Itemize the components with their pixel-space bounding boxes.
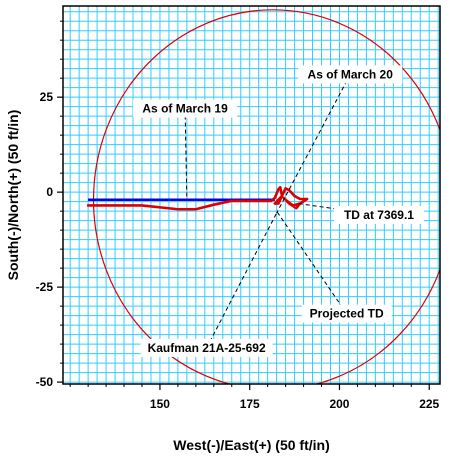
x-tick-label: 150 xyxy=(150,397,170,411)
annotation-label-bg xyxy=(298,65,403,84)
annotation-leader xyxy=(184,108,188,200)
annotation-leader xyxy=(206,212,278,349)
annotation-label-bg xyxy=(140,338,273,357)
annotation-label-bg xyxy=(301,304,392,323)
annotation-label-bg xyxy=(133,99,238,118)
annotation-leader xyxy=(276,74,351,214)
plot-background xyxy=(63,6,440,384)
y-tick-label: -50 xyxy=(36,375,54,389)
actual-path-line xyxy=(86,185,309,211)
x-tick-label: 225 xyxy=(419,397,439,411)
y-axis-ticks: 25 0 -25 -50 xyxy=(36,20,63,389)
plot-frame xyxy=(62,5,441,385)
series-group xyxy=(86,185,309,211)
annotations-group: As of March 19 As of March 20 TD at 7369.1… xyxy=(133,65,424,357)
annotation-label: As of March 20 xyxy=(308,67,394,81)
plot-area: As of March 19 As of March 20 TD at 7369.1… xyxy=(62,5,441,385)
annotation-label: Kaufman 21A-25-692 xyxy=(148,341,266,355)
annotation-label: TD at 7369.1 xyxy=(344,208,414,222)
x-tick-label: 175 xyxy=(240,397,260,411)
x-axis-ticks: 150 175 200 225 xyxy=(69,384,440,411)
y-tick-label: 0 xyxy=(46,185,53,199)
x-axis-title: West(-)/East(+) (50 ft/in) xyxy=(173,437,329,453)
y-axis-title: South(-)/North(+) (50 ft/in) xyxy=(5,110,21,281)
annotation-label: As of March 19 xyxy=(142,102,228,116)
x-tick-label: 200 xyxy=(329,397,349,411)
annotation-label: Projected TD xyxy=(310,307,384,321)
y-tick-label: -25 xyxy=(36,280,54,294)
y-tick-label: 25 xyxy=(40,90,54,104)
annotation-label-bg xyxy=(333,205,424,224)
